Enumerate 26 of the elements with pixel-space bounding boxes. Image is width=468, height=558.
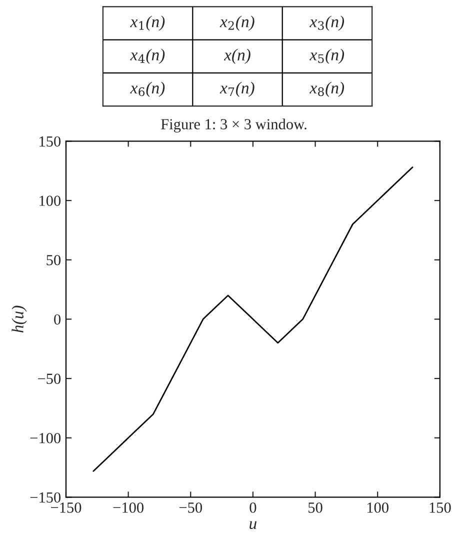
text: x$_{6}$(n) [130, 82, 165, 97]
caption: Figure 1: 3 × 3 window. [161, 118, 306, 132]
x-tick-label: 50 [308, 502, 322, 513]
x-tick-label: 100 [367, 502, 388, 513]
x-tick-label: −100 [113, 502, 144, 513]
y-tick-label: 150 [40, 136, 61, 147]
text: x$_{7}$(n) [220, 82, 254, 97]
text: x(n) [224, 48, 250, 64]
y-tick-label: 0 [54, 314, 61, 325]
x-axis-title: u [250, 521, 257, 530]
text: x$_{1}$(n) [130, 16, 165, 31]
y-tick-label: 100 [40, 196, 61, 206]
y-tick-label: −150 [30, 492, 61, 503]
text: x$_{2}$(n) [220, 16, 254, 31]
line-series [92, 166, 414, 472]
x-tick-label: −50 [179, 502, 202, 513]
text: x$_{8}$(n) [310, 82, 344, 97]
y-tick-label: 50 [46, 254, 61, 266]
y-axis-title: h(u) [12, 306, 27, 332]
text: x$_{3}$(n) [310, 16, 344, 31]
x-tick-label: 0 [250, 502, 256, 513]
text: x$_{5}$(n) [310, 48, 344, 64]
x-tick-label: 150 [430, 502, 451, 513]
y-tick-label: −50 [38, 374, 61, 384]
text: x$_{4}$(n) [130, 48, 165, 64]
y-tick-label: −100 [30, 432, 61, 444]
